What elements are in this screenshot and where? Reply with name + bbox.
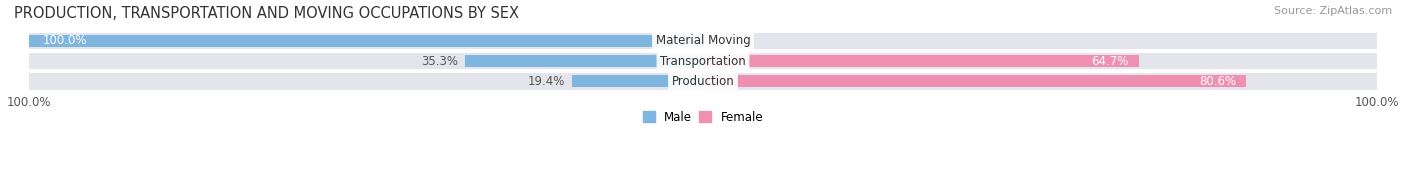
Bar bbox=[30, 53, 1376, 69]
Text: 19.4%: 19.4% bbox=[529, 75, 565, 88]
Bar bbox=[30, 33, 1376, 49]
Bar bbox=[703, 75, 1246, 87]
Text: 64.7%: 64.7% bbox=[1091, 54, 1129, 68]
Bar bbox=[30, 35, 703, 47]
Legend: Male, Female: Male, Female bbox=[643, 111, 763, 124]
Text: Transportation: Transportation bbox=[661, 54, 745, 68]
Text: 100.0%: 100.0% bbox=[42, 34, 87, 47]
Bar bbox=[465, 55, 703, 67]
Bar bbox=[30, 73, 1376, 90]
Text: 80.6%: 80.6% bbox=[1199, 75, 1236, 88]
Text: PRODUCTION, TRANSPORTATION AND MOVING OCCUPATIONS BY SEX: PRODUCTION, TRANSPORTATION AND MOVING OC… bbox=[14, 6, 519, 21]
Bar bbox=[703, 55, 1139, 67]
Text: 35.3%: 35.3% bbox=[422, 54, 458, 68]
Bar bbox=[572, 75, 703, 87]
Text: Material Moving: Material Moving bbox=[655, 34, 751, 47]
Text: Source: ZipAtlas.com: Source: ZipAtlas.com bbox=[1274, 6, 1392, 16]
Text: Production: Production bbox=[672, 75, 734, 88]
